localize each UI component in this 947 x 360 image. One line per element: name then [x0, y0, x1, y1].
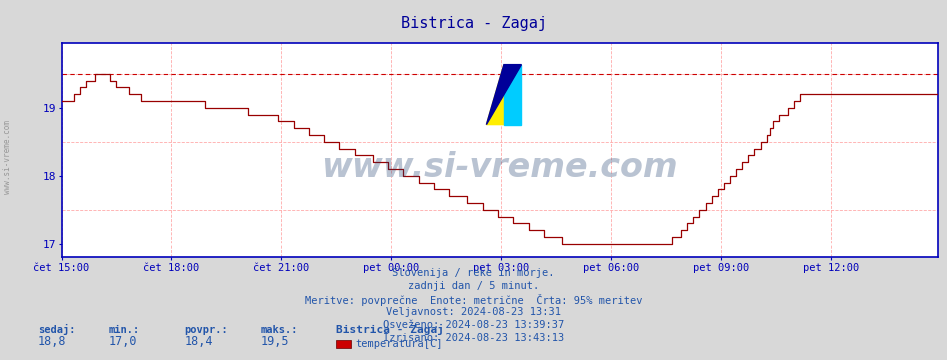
Text: Meritve: povprečne  Enote: metrične  Črta: 95% meritev: Meritve: povprečne Enote: metrične Črta:…: [305, 294, 642, 306]
Text: www.si-vreme.com: www.si-vreme.com: [321, 151, 678, 184]
Text: Bistrica - Zagaj: Bistrica - Zagaj: [401, 16, 546, 31]
Text: Slovenija / reke in morje.: Slovenija / reke in morje.: [392, 268, 555, 278]
Text: 17,0: 17,0: [109, 335, 137, 348]
Text: www.si-vreme.com: www.si-vreme.com: [3, 120, 12, 194]
Text: temperatura[C]: temperatura[C]: [355, 339, 442, 349]
Text: Izrisano: 2024-08-23 13:43:13: Izrisano: 2024-08-23 13:43:13: [383, 333, 564, 343]
Polygon shape: [487, 65, 522, 125]
Text: 18,8: 18,8: [38, 335, 66, 348]
Text: 19,5: 19,5: [260, 335, 289, 348]
Text: povpr.:: povpr.:: [185, 325, 228, 335]
Text: Veljavnost: 2024-08-23 13:31: Veljavnost: 2024-08-23 13:31: [386, 307, 561, 317]
Text: Bistrica - Zagaj: Bistrica - Zagaj: [336, 324, 444, 335]
Text: Osveženo: 2024-08-23 13:39:37: Osveženo: 2024-08-23 13:39:37: [383, 320, 564, 330]
Text: zadnji dan / 5 minut.: zadnji dan / 5 minut.: [408, 281, 539, 291]
Polygon shape: [487, 65, 504, 125]
Text: maks.:: maks.:: [260, 325, 298, 335]
Text: min.:: min.:: [109, 325, 140, 335]
Text: sedaj:: sedaj:: [38, 324, 76, 335]
Text: 18,4: 18,4: [185, 335, 213, 348]
Polygon shape: [504, 65, 522, 125]
